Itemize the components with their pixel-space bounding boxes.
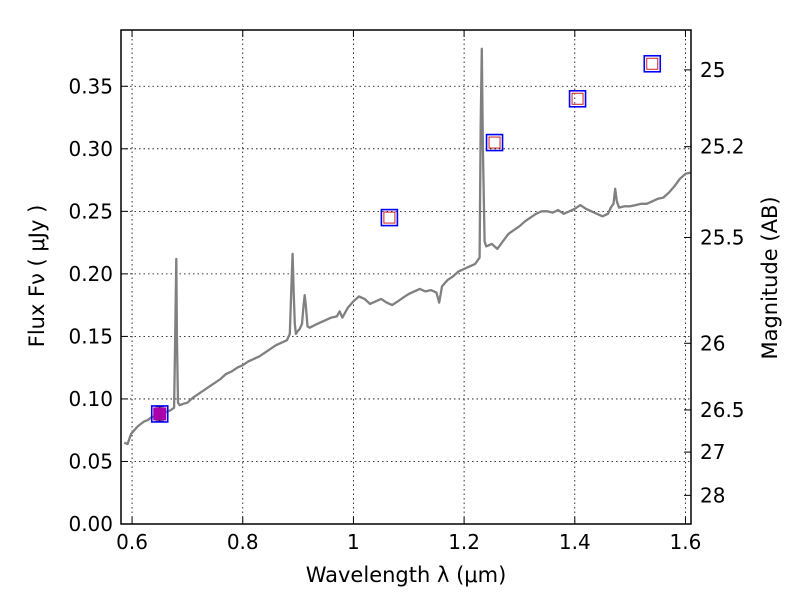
x-tick-label: 1.4 xyxy=(559,530,591,554)
plot-frame xyxy=(120,29,692,525)
spectrum-line-layer xyxy=(123,47,692,446)
y2-tick-label: 27 xyxy=(700,440,725,464)
photometry-point xyxy=(485,133,504,152)
y-tick-label: 0.25 xyxy=(68,199,113,223)
marker-inner-square xyxy=(383,211,396,224)
marker-filled-square xyxy=(153,407,167,421)
y-tick-label: 0.15 xyxy=(68,324,113,348)
y-axis-ticks: 0.00 0.05 0.10 0.15 0.20 0.25 0.30 0.35 xyxy=(68,74,128,536)
marker-outer-square xyxy=(485,133,504,152)
x-axis-ticks: 0.6 0.8 1 1.2 1.4 1.6 xyxy=(116,30,701,554)
y-axis-label: Flux Fν ( μJy ) xyxy=(25,205,49,348)
y2-tick-label: 28 xyxy=(700,483,725,507)
y2-tick-label: 25 xyxy=(700,58,725,82)
photometry-point xyxy=(380,208,399,227)
marker-outer-square xyxy=(643,54,662,73)
y2-tick-label: 25.5 xyxy=(700,225,745,249)
y-tick-label: 0.05 xyxy=(68,449,113,473)
x-tick-label: 1.2 xyxy=(448,530,480,554)
y2-tick-label: 26 xyxy=(700,331,725,355)
y-tick-label: 0.00 xyxy=(68,512,113,536)
marker-inner-square xyxy=(488,136,501,149)
spectrum-line xyxy=(123,47,692,446)
marker-outer-square xyxy=(380,208,399,227)
photometry-markers xyxy=(150,54,662,423)
x-tick-label: 0.8 xyxy=(227,530,259,554)
x-tick-label: 1.6 xyxy=(670,530,702,554)
photometry-point xyxy=(568,89,587,108)
y2-axis-ticks: 25 25.2 25.5 26 26.5 27 28 xyxy=(684,58,745,507)
grid-lines xyxy=(121,30,691,525)
y-tick-label: 0.30 xyxy=(68,137,113,161)
y2-tick-label: 26.5 xyxy=(700,398,745,422)
marker-inner-square xyxy=(646,57,659,70)
marker-outer-square xyxy=(568,89,587,108)
y-tick-label: 0.20 xyxy=(68,262,113,286)
y2-axis-label: Magnitude (AB) xyxy=(758,196,782,359)
x-tick-label: 0.6 xyxy=(116,530,148,554)
x-tick-label: 1 xyxy=(347,530,360,554)
marker-outer-square xyxy=(150,405,169,423)
x-axis-label: Wavelength λ (μm) xyxy=(306,563,507,587)
photometry-point xyxy=(643,54,662,73)
photometry-point xyxy=(150,405,169,423)
y-tick-label: 0.35 xyxy=(68,74,113,98)
marker-inner-square xyxy=(571,92,584,105)
y-tick-label: 0.10 xyxy=(68,387,113,411)
y2-tick-label: 25.2 xyxy=(700,135,745,159)
